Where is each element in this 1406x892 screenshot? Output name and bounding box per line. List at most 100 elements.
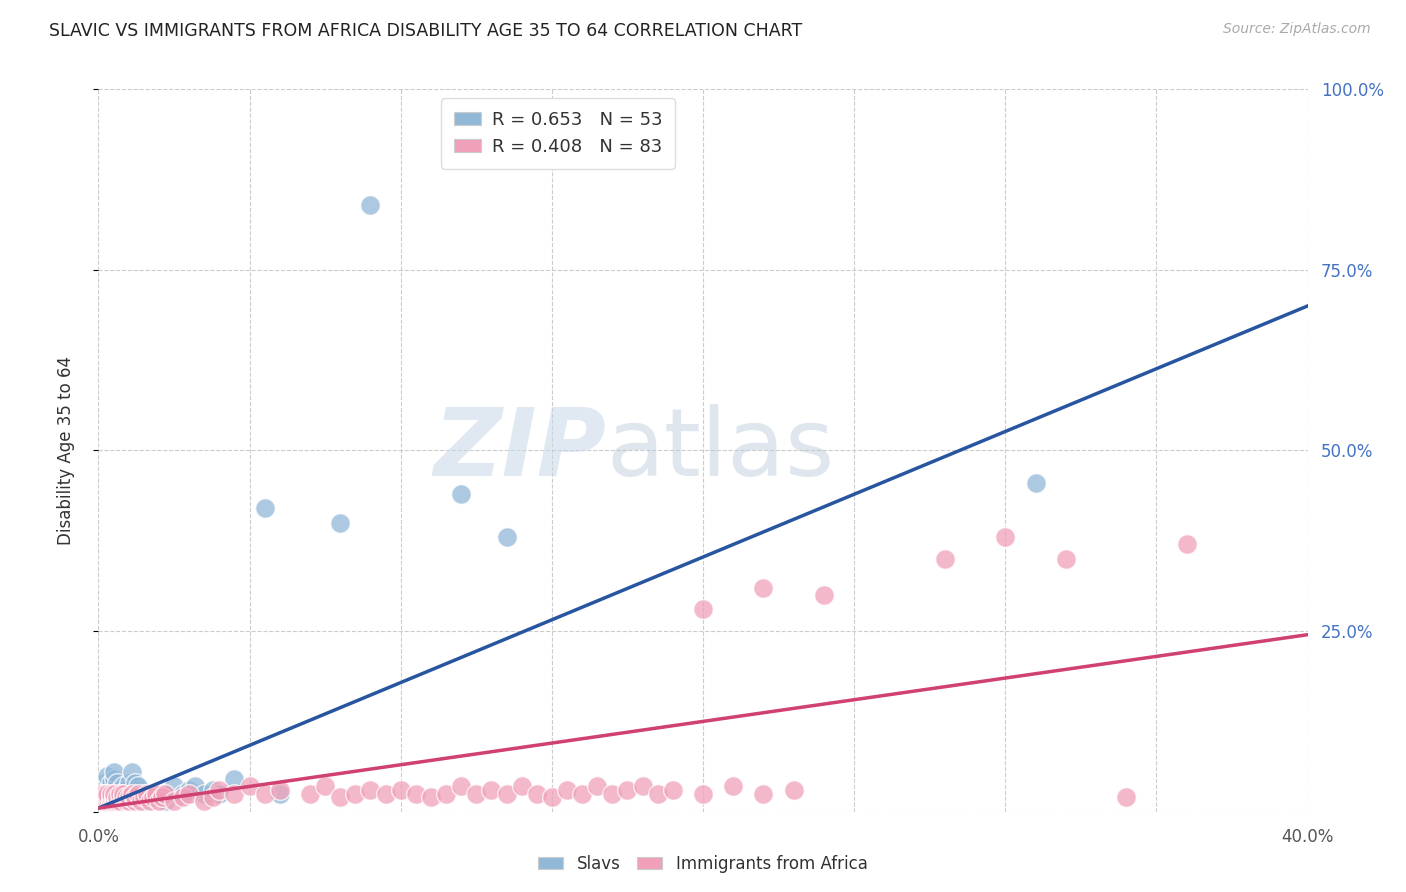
Point — [389, 783, 412, 797]
Text: ZIP: ZIP — [433, 404, 606, 497]
Point — [661, 783, 683, 797]
Point — [1024, 475, 1046, 490]
Point — [118, 776, 141, 790]
Point — [105, 787, 128, 801]
Point — [299, 787, 322, 801]
Point — [96, 790, 118, 805]
Point — [96, 780, 118, 794]
Point — [114, 790, 136, 805]
Point — [434, 787, 457, 801]
Point — [108, 794, 131, 808]
Point — [132, 787, 155, 801]
Point — [132, 790, 155, 805]
Point — [90, 790, 112, 805]
Point — [420, 790, 443, 805]
Point — [934, 551, 956, 566]
Text: atlas: atlas — [606, 404, 835, 497]
Point — [127, 787, 149, 801]
Point — [96, 787, 118, 801]
Point — [329, 790, 352, 805]
Point — [93, 790, 115, 805]
Point — [153, 794, 176, 808]
Point — [148, 794, 170, 808]
Point — [132, 794, 155, 808]
Point — [111, 790, 134, 805]
Point — [93, 787, 115, 801]
Point — [142, 790, 165, 805]
Point — [224, 787, 246, 801]
Point — [631, 780, 654, 794]
Point — [495, 787, 517, 801]
Point — [253, 787, 276, 801]
Point — [752, 787, 775, 801]
Point — [150, 790, 173, 805]
Point — [193, 794, 215, 808]
Point — [114, 790, 136, 805]
Point — [360, 198, 382, 212]
Point — [145, 787, 167, 801]
Point — [752, 581, 775, 595]
Point — [602, 787, 624, 801]
Point — [127, 780, 149, 794]
Point — [129, 794, 152, 808]
Point — [108, 787, 131, 801]
Point — [783, 783, 806, 797]
Point — [96, 769, 118, 783]
Point — [148, 790, 170, 805]
Point — [150, 787, 173, 801]
Point — [111, 787, 134, 801]
Point — [124, 794, 146, 808]
Point — [103, 772, 125, 787]
Point — [179, 783, 201, 797]
Legend: Slavs, Immigrants from Africa: Slavs, Immigrants from Africa — [531, 848, 875, 880]
Point — [105, 790, 128, 805]
Point — [586, 780, 609, 794]
Point — [96, 794, 118, 808]
Point — [93, 776, 115, 790]
Point — [124, 790, 146, 805]
Point — [481, 783, 503, 797]
Point — [129, 790, 152, 805]
Point — [344, 787, 367, 801]
Point — [114, 794, 136, 808]
Point — [360, 783, 382, 797]
Point — [100, 794, 122, 808]
Point — [124, 776, 146, 790]
Point — [111, 780, 134, 794]
Point — [994, 530, 1017, 544]
Point — [405, 787, 427, 801]
Point — [465, 787, 488, 801]
Point — [374, 787, 396, 801]
Point — [108, 783, 131, 797]
Point — [93, 790, 115, 805]
Legend: R = 0.653   N = 53, R = 0.408   N = 83: R = 0.653 N = 53, R = 0.408 N = 83 — [441, 98, 675, 169]
Point — [555, 783, 578, 797]
Point — [111, 787, 134, 801]
Point — [118, 794, 141, 808]
Point — [239, 780, 262, 794]
Point — [202, 783, 225, 797]
Point — [202, 790, 225, 805]
Point — [103, 787, 125, 801]
Point — [108, 790, 131, 805]
Point — [90, 787, 112, 801]
Point — [540, 790, 562, 805]
Point — [103, 790, 125, 805]
Point — [329, 516, 352, 530]
Point — [93, 794, 115, 808]
Point — [571, 787, 593, 801]
Point — [526, 787, 548, 801]
Text: SLAVIC VS IMMIGRANTS FROM AFRICA DISABILITY AGE 35 TO 64 CORRELATION CHART: SLAVIC VS IMMIGRANTS FROM AFRICA DISABIL… — [49, 22, 803, 40]
Point — [450, 487, 472, 501]
Point — [1054, 551, 1077, 566]
Point — [121, 787, 143, 801]
Point — [510, 780, 533, 794]
Point — [135, 787, 157, 801]
Point — [90, 790, 112, 805]
Point — [1115, 790, 1137, 805]
Point — [193, 787, 215, 801]
Point — [208, 787, 231, 801]
Point — [139, 794, 162, 808]
Y-axis label: Disability Age 35 to 64: Disability Age 35 to 64 — [56, 356, 75, 545]
Point — [100, 783, 122, 797]
